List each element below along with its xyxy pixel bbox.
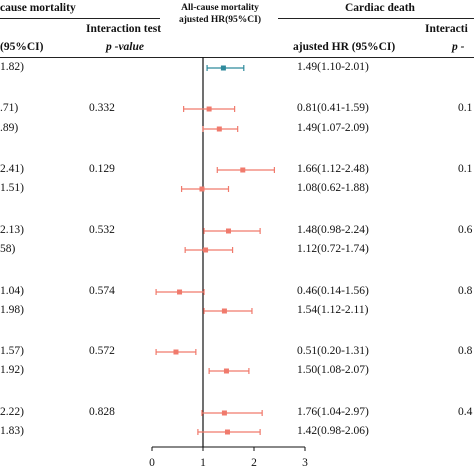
cardiac-p-cell: 0.4 <box>458 406 473 418</box>
cardiac-hr-header: ajusted HR (95%CI) <box>293 41 396 53</box>
hr-point <box>240 167 246 173</box>
x-tick-label: 2 <box>251 457 257 469</box>
cardiac-hr-cell: 1.49(1.10-2.01) <box>297 61 369 73</box>
left-ci-cell: 1.57) <box>0 345 24 357</box>
left-ci-cell: 1.04) <box>0 285 24 297</box>
cardiac-hr-cell: 1.76(1.04-2.97) <box>297 406 369 418</box>
cardiac-p-cell: 0.6 <box>458 224 473 236</box>
hr-point <box>177 289 183 295</box>
cardiac-hr-cell: 0.81(0.41-1.59) <box>297 102 369 114</box>
cardiac-p-cell: 0.8 <box>458 285 473 297</box>
cardiac-p-cell: 0.8 <box>458 345 473 357</box>
left-ci-cell: 1.83) <box>0 425 24 437</box>
left-p-cell: 0.332 <box>89 102 115 114</box>
left-p-cell: 0.572 <box>89 345 115 357</box>
header-rule-left <box>0 18 160 19</box>
left-p-cell: 0.129 <box>89 163 115 175</box>
left-interaction-header: Interaction test <box>86 23 162 35</box>
left-ci-cell: 1.92) <box>0 364 24 376</box>
subheader-rule <box>0 57 474 58</box>
hr-point <box>224 429 230 435</box>
hr-point <box>173 349 179 355</box>
x-tick-label: 3 <box>302 457 308 469</box>
hr-point <box>226 228 231 234</box>
header-rule-right <box>278 18 474 19</box>
cardiac-p-cell: 0.1 <box>458 102 473 114</box>
cardiac-hr-cell: 0.51(0.20-1.31) <box>297 345 369 357</box>
left-ci-cell: .71) <box>0 102 19 114</box>
x-tick-label: 1 <box>200 457 206 469</box>
left-ci-cell: 2.13) <box>0 224 24 236</box>
cardiac-hr-cell: 1.49(1.07-2.09) <box>297 122 369 134</box>
hr-point <box>220 65 226 71</box>
hr-point <box>206 106 212 112</box>
left-p-header: p -value <box>106 41 145 53</box>
left-ci-cell: 1.51) <box>0 182 24 194</box>
hr-point <box>203 247 209 253</box>
cardiac-hr-cell: 1.48(0.98-2.24) <box>297 224 369 236</box>
hr-point <box>221 410 227 416</box>
left-ci-cell: .89) <box>0 122 19 134</box>
left-ci-cell: 1.98) <box>0 304 24 316</box>
cardiac-p-cell: 0.1 <box>458 163 473 175</box>
left-ci-cell: 58) <box>0 243 16 255</box>
cardiac-hr-cell: 1.08(0.62-1.88) <box>297 182 369 194</box>
hr-point <box>216 126 222 132</box>
forest-title-line1: All-cause mortality <box>181 3 259 13</box>
cardiac-hr-cell: 0.46(0.14-1.56) <box>297 285 369 297</box>
left-hr-header: (95%CI) <box>0 41 44 53</box>
left-ci-cell: 1.82) <box>0 61 24 73</box>
x-tick-label: 0 <box>149 457 155 469</box>
cardiac-group-header: Cardiac death <box>345 2 415 14</box>
forest-title-line2: ajusted HR(95%CI) <box>178 15 262 25</box>
cardiac-hr-cell: 1.50(1.08-2.07) <box>297 364 369 376</box>
cardiac-hr-cell: 1.42(0.98-2.06) <box>297 425 369 437</box>
hr-point <box>221 308 227 314</box>
left-p-cell: 0.828 <box>89 406 115 418</box>
left-ci-cell: 2.41) <box>0 163 24 175</box>
hr-point <box>223 368 229 374</box>
cardiac-interaction-header: Interacti <box>425 23 468 35</box>
cardiac-hr-cell: 1.12(0.72-1.74) <box>297 243 369 255</box>
cardiac-p-header: p - <box>452 41 465 53</box>
left-ci-cell: 2.22) <box>0 406 24 418</box>
left-p-cell: 0.574 <box>89 285 115 297</box>
cardiac-hr-cell: 1.54(1.12-2.11) <box>297 304 369 316</box>
left-p-cell: 0.532 <box>89 224 115 236</box>
hr-point <box>199 186 205 192</box>
cardiac-hr-cell: 1.66(1.12-2.48) <box>297 163 369 175</box>
all-cause-group-header: cause mortality <box>0 2 76 14</box>
